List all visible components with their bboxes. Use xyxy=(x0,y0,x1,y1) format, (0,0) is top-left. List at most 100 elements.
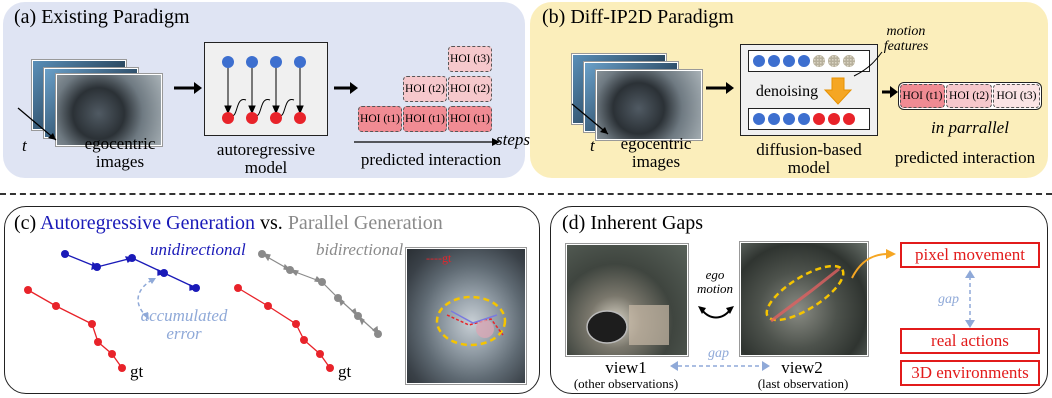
gt-label-left: gt xyxy=(130,362,144,381)
view2-label: view2 xyxy=(781,358,823,377)
red-node xyxy=(294,112,306,124)
ego-motion-label-1: ego xyxy=(705,267,725,282)
predicted-point xyxy=(160,269,168,277)
predicted-point xyxy=(318,278,326,286)
predicted-point xyxy=(374,330,382,338)
gt-point xyxy=(118,364,126,372)
accumulated-error-arrow xyxy=(137,279,153,317)
accumulated-label-1: accumulated xyxy=(140,306,228,325)
arrow-to-output xyxy=(334,82,358,94)
predicted-point xyxy=(192,284,200,292)
sink-overlay xyxy=(435,295,507,347)
gt-point xyxy=(316,350,324,358)
view2-photo xyxy=(740,242,868,356)
autoregressive-nodes xyxy=(222,56,306,124)
gap-horizontal-arrow xyxy=(670,361,770,371)
motion-features-pointer xyxy=(853,51,883,77)
blue-node xyxy=(783,55,795,67)
gt-point xyxy=(108,350,116,358)
steps-label: steps xyxy=(496,130,530,149)
predicted-point xyxy=(93,263,101,271)
3d-environments-box: 3D environments xyxy=(900,360,1040,386)
sink-photo xyxy=(406,248,526,384)
egocentric-image-front xyxy=(596,70,702,140)
view1-sublabel: (other observations) xyxy=(573,376,679,391)
hoi-block: HOI (t2) xyxy=(946,84,992,108)
hoi-block: HOI (t1) xyxy=(403,106,447,132)
blue-node xyxy=(294,56,306,68)
blue-node xyxy=(753,113,765,125)
output-label-a: predicted interaction xyxy=(360,150,502,169)
gt-point xyxy=(326,364,334,372)
trajectory-plots xyxy=(24,250,382,372)
model-label-a2: model xyxy=(244,158,288,177)
gt-legend: ----gt xyxy=(426,251,452,265)
red-node xyxy=(828,113,840,125)
hoi-block: HOI (t2) xyxy=(403,76,447,102)
gt-point xyxy=(292,320,300,328)
blue-node xyxy=(246,56,258,68)
arrow-to-parallel-output xyxy=(882,86,898,98)
arrow-to-model xyxy=(174,82,202,94)
blue-node xyxy=(798,113,810,125)
gt-point xyxy=(264,302,272,310)
panel-a-title: (a) Existing Paradigm xyxy=(14,6,190,28)
images-label-b2: images xyxy=(631,152,681,171)
hoi-block: HOI (t1) xyxy=(900,84,945,108)
predicted-point xyxy=(354,312,362,320)
hoi-block: HOI (t2) xyxy=(448,76,492,102)
red-node xyxy=(246,112,258,124)
noise-node xyxy=(843,55,855,67)
blue-node xyxy=(798,55,810,67)
predicted-point xyxy=(128,254,136,262)
time-label: t xyxy=(22,136,27,155)
gt-point xyxy=(234,284,242,292)
time-arrow xyxy=(17,107,57,141)
hoi-block: HOI (t1) xyxy=(358,106,402,132)
parallel-title: Parallel Generation xyxy=(287,212,443,234)
gap-vertical-arrow xyxy=(965,270,975,328)
unidirectional-label: unidirectional xyxy=(150,240,246,259)
panel-c-title-prefix: (c) xyxy=(14,212,41,234)
red-node xyxy=(813,113,825,125)
blue-node xyxy=(768,55,780,67)
view2-sublabel: (last observation) xyxy=(757,376,849,391)
images-label-a1: egocentric xyxy=(84,134,156,153)
arrow-to-diffusion-model xyxy=(706,82,734,94)
gt-point xyxy=(88,320,96,328)
model-label-a1: autoregressive xyxy=(216,140,316,159)
view1-label: view1 xyxy=(605,358,647,377)
gt-label-right: gt xyxy=(338,362,352,381)
panel-c-title: (c) Autoregressive Generation vs. Parall… xyxy=(14,212,443,235)
predicted-point xyxy=(334,294,342,302)
panel-inherent-gaps xyxy=(550,206,1048,394)
view1-overlay xyxy=(586,305,669,345)
ego-motion-label-2: motion xyxy=(696,281,734,296)
blue-node xyxy=(270,56,282,68)
images-label-a2: images xyxy=(95,152,145,171)
output-label-b: predicted interaction xyxy=(894,148,1036,167)
parallel-label: in parrallel xyxy=(931,118,1009,137)
real-actions-box: real actions xyxy=(900,328,1040,354)
hoi-block: HOI (t1) xyxy=(448,106,492,132)
pixel-movement-pointer xyxy=(851,249,896,279)
autoregressive-title: Autoregressive Generation xyxy=(40,212,256,234)
view2-overlay xyxy=(765,264,845,323)
panel-generation-comparison xyxy=(4,206,540,394)
motion-label-1: motion xyxy=(886,24,926,39)
blue-node xyxy=(768,113,780,125)
noise-node xyxy=(813,55,825,67)
panel-d-title: (d) Inherent Gaps xyxy=(562,212,704,234)
predicted-point xyxy=(286,266,294,274)
accumulated-label-2: error xyxy=(166,324,202,343)
images-label-b1: egocentric xyxy=(620,134,692,153)
time-label: t xyxy=(590,136,595,155)
red-node xyxy=(222,112,234,124)
blue-node xyxy=(753,55,765,67)
bidirectional-label: bidirectional xyxy=(316,240,404,259)
red-node xyxy=(270,112,282,124)
model-label-b1: diffusion-based xyxy=(756,140,862,159)
noise-node xyxy=(828,55,840,67)
gt-point xyxy=(94,338,102,346)
gt-point xyxy=(52,302,60,310)
